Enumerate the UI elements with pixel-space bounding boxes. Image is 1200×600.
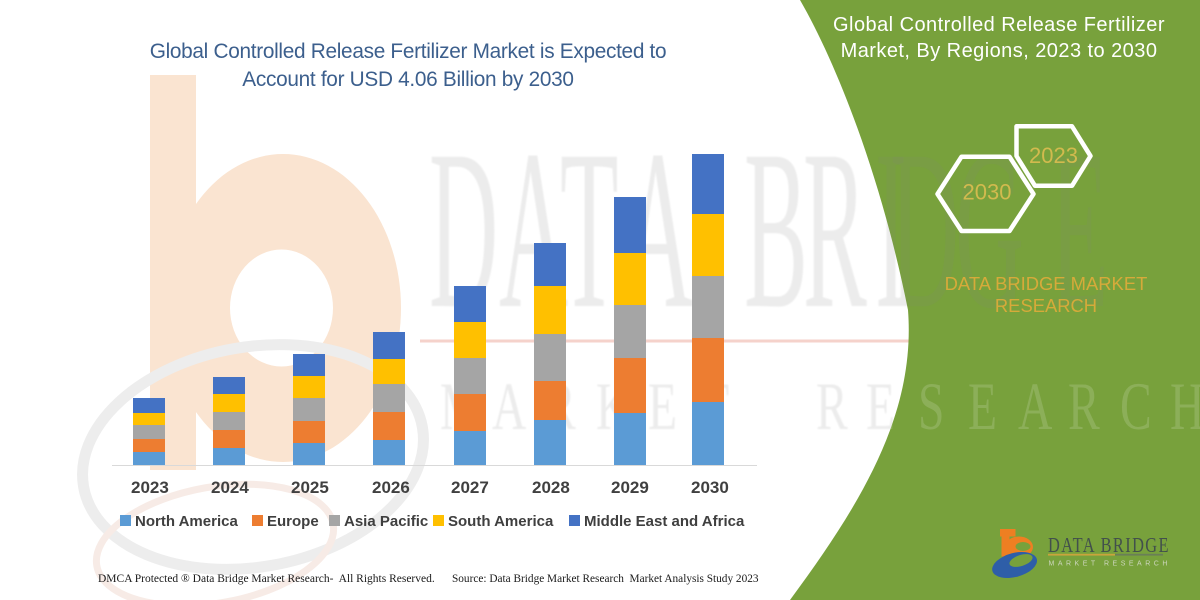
svg-text:DATA BRIDGE: DATA BRIDGE [1048,534,1170,557]
svg-text:MARKET RESEARCH: MARKET RESEARCH [1049,561,1171,568]
svg-text:2023: 2023 [1029,143,1078,168]
svg-text:2030: 2030 [963,180,1012,205]
